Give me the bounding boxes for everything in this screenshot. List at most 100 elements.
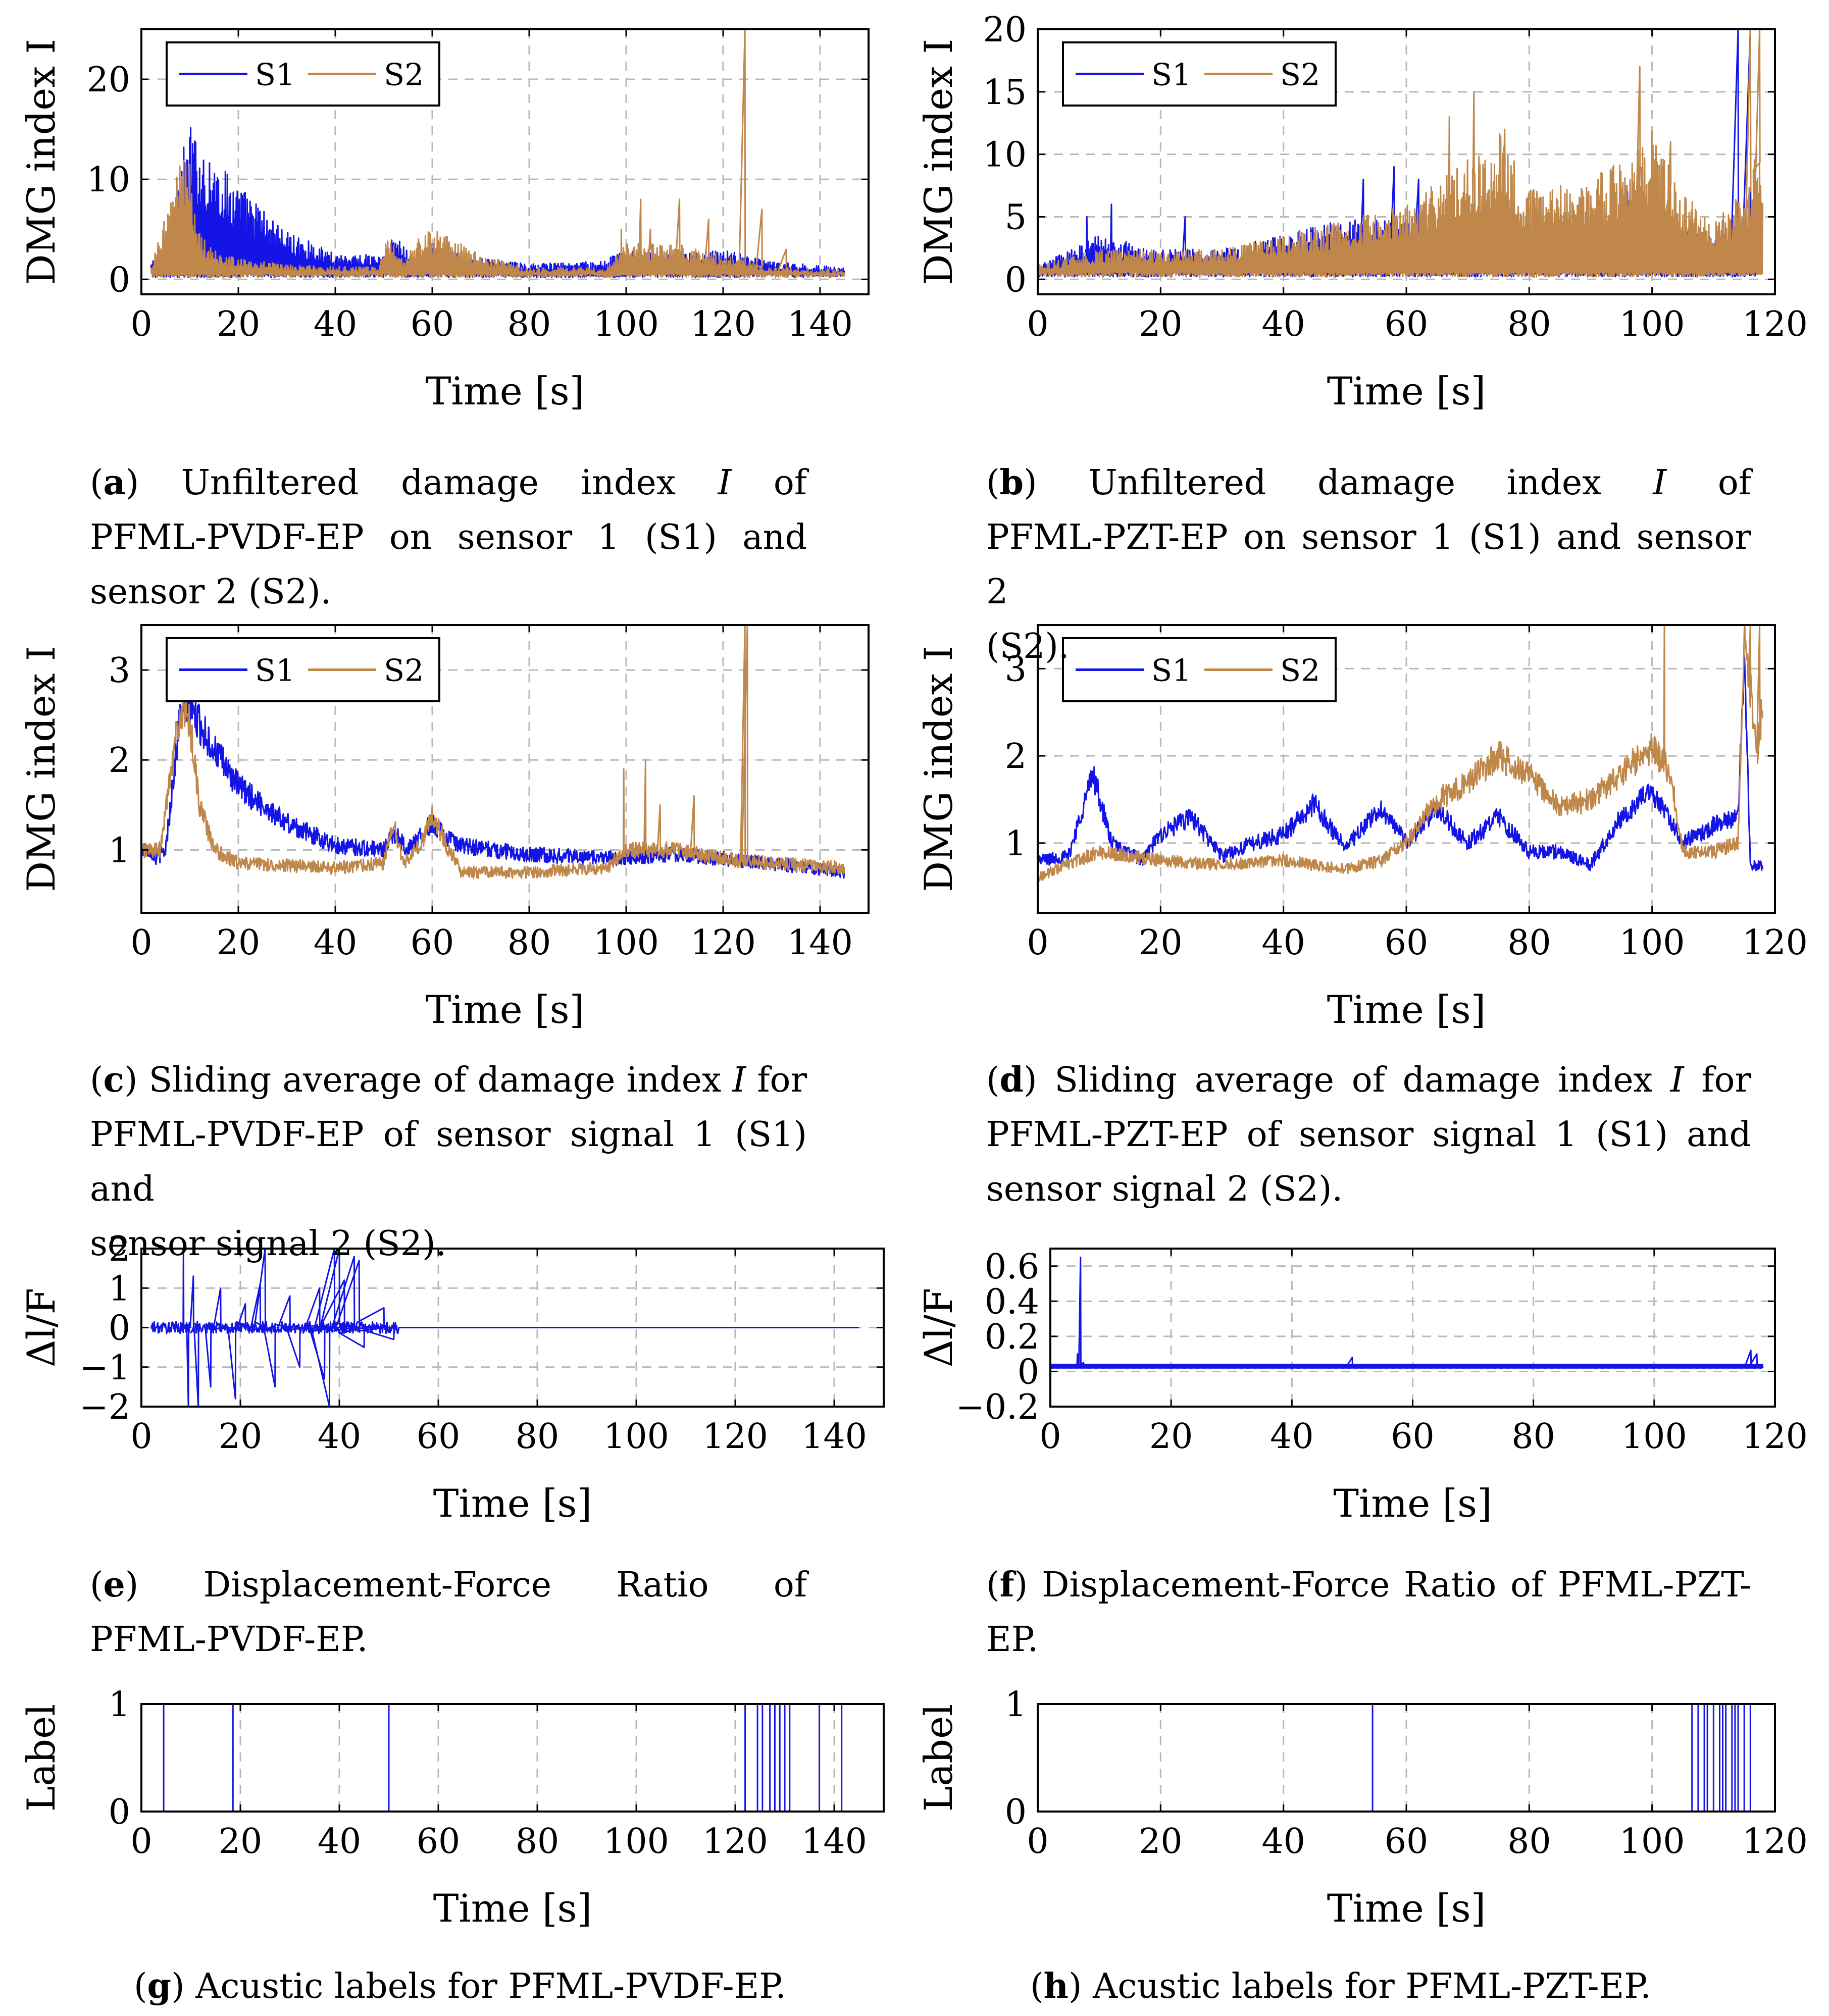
x-tick-label: 100	[603, 1417, 669, 1457]
legend-label-s2: S2	[1280, 58, 1320, 93]
caption-b: (b) Unfiltered damage index I of PFML-PZT…	[986, 455, 1751, 674]
caption-line: (c) Sliding average of damage index I fo…	[90, 1053, 807, 1108]
y-tick-label: 15	[983, 73, 1027, 113]
x-tick-label: 0	[1027, 923, 1048, 963]
caption-text: PFML-PVDF-EP.	[90, 1620, 368, 1660]
plot-area	[1038, 29, 1764, 278]
x-tick-label: 60	[411, 304, 454, 344]
y-tick-label: 20	[983, 10, 1027, 50]
x-axis-label: Time [s]	[426, 987, 585, 1032]
x-tick-label: 0	[1027, 1822, 1048, 1862]
panel-label: (d)	[986, 1060, 1055, 1100]
caption-text: PFML-PVDF-EP on sensor 1 (S1) and	[90, 518, 807, 557]
y-axis-label: DMG index I	[916, 39, 961, 285]
x-axis-label: Time [s]	[1333, 1481, 1492, 1526]
x-axis-label: Time [s]	[1327, 369, 1486, 413]
caption-text: Displacement-Force Ratio of	[203, 1565, 807, 1605]
x-tick-label: 100	[603, 1822, 669, 1862]
x-tick-label: 0	[130, 923, 152, 963]
x-tick-label: 60	[417, 1822, 461, 1862]
x-tick-label: 100	[1621, 1417, 1687, 1457]
y-tick-label: 0.2	[985, 1317, 1039, 1357]
x-tick-label: 100	[593, 923, 659, 963]
y-tick-label: 2	[109, 741, 130, 781]
y-tick-label: 0	[1018, 1352, 1039, 1392]
x-axis-label: Time [s]	[1327, 987, 1486, 1032]
caption-text: sensor signal 2 (S2).	[90, 1224, 447, 1264]
x-tick-label: 0	[130, 304, 152, 344]
plot-area	[141, 625, 845, 880]
caption-line: sensor signal 2 (S2).	[986, 1162, 1751, 1217]
caption-text: PFML-PZT-EP of sensor signal 1 (S1) and	[986, 1115, 1751, 1155]
panel-h: 0 20 40 60 80 100 120 0 1 Time [s] Label	[916, 1685, 1808, 1931]
panel-g: 0 20 40 60 80 100 120 140 0 1 Time [s] Label	[19, 1685, 885, 1931]
caption-line: PFML-PVDF-EP of sensor signal 1 (S1) and	[90, 1108, 807, 1217]
series-s2-line	[1038, 29, 1764, 278]
axes-frame	[140, 28, 870, 295]
x-tick-label: 100	[1619, 304, 1685, 344]
x-tick-label: 80	[1507, 304, 1551, 344]
plot-area	[1038, 1704, 1775, 1812]
y-tick-label: 0.4	[985, 1282, 1039, 1322]
y-tick-label: 10	[86, 160, 130, 200]
caption-line: (d) Sliding average of damage index I fo…	[986, 1053, 1751, 1108]
x-tick-label: 40	[1270, 1417, 1314, 1457]
legend: S1 S2	[166, 41, 440, 107]
x-tick-label: 20	[1149, 1417, 1193, 1457]
y-tick-label: 10	[983, 135, 1027, 175]
caption-line: (f) Displacement-Force Ratio of PFML-PZT…	[986, 1558, 1751, 1667]
y-tick-label: 1	[1005, 824, 1027, 864]
caption-line: (b) Unfiltered damage index I of	[986, 455, 1751, 510]
legend-label-s2: S2	[384, 58, 424, 93]
y-axis-label: Δl/F	[19, 1288, 64, 1368]
series-s1-line	[150, 1249, 859, 1407]
y-tick-label: 1	[109, 1269, 130, 1309]
x-tick-label: 40	[314, 923, 358, 963]
x-tick-label: 0	[1039, 1417, 1061, 1457]
x-tick-label: 40	[318, 1822, 362, 1862]
y-tick-label: 0	[109, 1792, 130, 1832]
x-tick-label: 80	[516, 1417, 560, 1457]
x-tick-label: 80	[516, 1822, 560, 1862]
x-tick-label: 60	[1385, 1822, 1429, 1862]
x-tick-label: 60	[1385, 304, 1429, 344]
caption-text: Unfiltered damage index I of	[181, 463, 807, 503]
x-tick-label: 120	[1742, 923, 1808, 963]
panel-c: 0 20 40 60 80 100 120 140 1 2 3 Time [s] DMG index I…	[19, 624, 870, 1032]
caption-text: Displacement-Force Ratio of PFML-PZT-EP.	[986, 1565, 1751, 1660]
panel-b: 0 20 40 60 80 100 120 0 5 10 15 20 Time [s] DMG index…	[916, 10, 1808, 413]
series-s2-line	[1038, 625, 1764, 883]
caption-line: (a) Unfiltered damage index I of	[90, 455, 807, 510]
caption-f: (f) Displacement-Force Ratio of PFML-PZT…	[986, 1558, 1751, 1667]
x-tick-label: 140	[801, 1417, 867, 1457]
panel-label: (a)	[90, 462, 181, 503]
panel-a: 0 20 40 60 80 100 120 140 0 10 20 Time [s] DMG index…	[19, 28, 870, 413]
y-tick-label: 3	[1005, 649, 1027, 689]
caption-line: (S2).	[986, 619, 1751, 674]
legend-label-s1: S1	[255, 653, 295, 689]
x-tick-label: 120	[1742, 1822, 1808, 1862]
plot-area	[150, 29, 845, 278]
panel-label: (b)	[986, 462, 1089, 503]
axes-frame	[140, 1703, 885, 1813]
y-axis-label: Δl/F	[916, 1288, 961, 1368]
legend: S1 S2	[1062, 41, 1337, 107]
x-tick-label: 20	[1139, 923, 1183, 963]
x-tick-label: 100	[593, 304, 659, 344]
panel-label: (h)	[1030, 1966, 1093, 2006]
x-axis-label: Time [s]	[433, 1886, 592, 1931]
x-axis-label: Time [s]	[1327, 1886, 1486, 1931]
axes-frame	[140, 624, 870, 914]
grid	[239, 1704, 835, 1812]
x-tick-label: 80	[507, 304, 551, 344]
y-tick-label: 5	[1005, 197, 1027, 237]
caption-c: (c) Sliding average of damage index I fo…	[90, 1053, 807, 1271]
x-tick-label: 40	[1261, 923, 1305, 963]
caption-line: sensor signal 2 (S2).	[90, 1217, 807, 1271]
y-axis-label: DMG index I	[19, 646, 64, 892]
y-tick-label: 0.6	[985, 1247, 1039, 1287]
caption-line: (h) Acustic labels for PFML-PZT-EP.	[1030, 1959, 1737, 2014]
